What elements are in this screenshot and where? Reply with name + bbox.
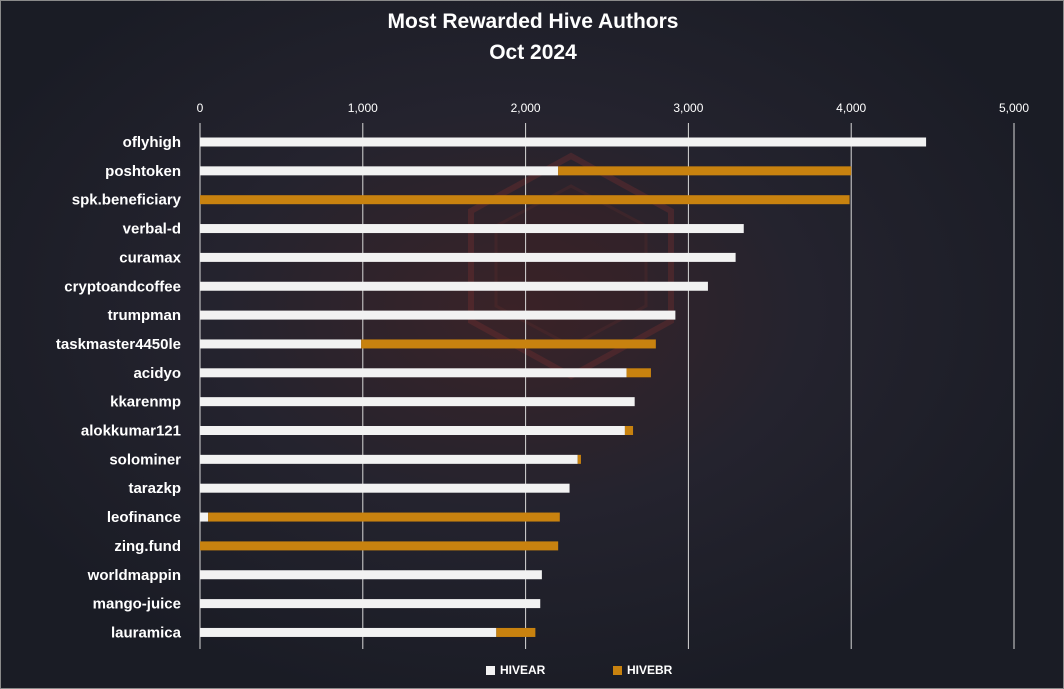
bar-hivear	[200, 454, 578, 464]
category-label: kkarenmp	[110, 394, 181, 411]
x-tick-label: 5,000	[999, 101, 1029, 115]
bar-hivear	[200, 224, 744, 234]
bar-chart: 0 1,000 2,000 3,000 4,000 5,000 oflyhigh poshto…	[56, 101, 1029, 649]
category-label: tarazkp	[128, 480, 181, 497]
x-tick-label: 4,000	[836, 101, 866, 115]
x-tick-label: 0	[197, 101, 204, 115]
category-label: lauramica	[111, 624, 182, 641]
category-label: worldmappin	[87, 567, 181, 584]
bar-hivebr	[208, 512, 560, 522]
legend-label-hivear: HIVEAR	[500, 663, 546, 677]
category-label: alokkumar121	[81, 423, 181, 440]
bar-hivear	[200, 483, 570, 493]
category-label: cryptoandcoffee	[64, 278, 181, 295]
bar-hivear	[200, 137, 927, 147]
bar-hivear	[200, 281, 708, 291]
category-label: solominer	[109, 451, 181, 468]
bar-hivear	[200, 627, 497, 637]
chart-title: Most Rewarded Hive Authors	[387, 10, 679, 33]
category-label: leofinance	[107, 509, 181, 526]
bar-hivebr	[626, 368, 651, 378]
bar-hivear	[200, 252, 736, 262]
category-label: zing.fund	[114, 538, 181, 555]
category-label: trumpman	[108, 307, 181, 324]
bar-hivebr	[577, 454, 581, 464]
x-tick-label: 2,000	[511, 101, 541, 115]
x-tick-label: 1,000	[348, 101, 378, 115]
bar-hivear	[200, 339, 362, 349]
category-label: spk.beneficiary	[72, 192, 182, 209]
x-tick-label: 3,000	[673, 101, 703, 115]
bar-hivebr	[496, 627, 536, 637]
category-label: mango-juice	[93, 596, 181, 613]
legend-swatch-hivebr	[613, 665, 622, 675]
category-label: curamax	[119, 249, 181, 266]
category-label: poshtoken	[105, 163, 181, 180]
legend-item-hivear: HIVEAR	[486, 663, 545, 677]
legend: HIVEAR HIVEBR	[1, 663, 1063, 683]
chart-subtitle: Oct 2024	[489, 41, 577, 64]
bar-hivebr	[200, 195, 850, 205]
legend-item-hivebr: HIVEBR	[613, 663, 672, 677]
category-label: verbal-d	[123, 221, 181, 238]
category-label: acidyo	[133, 365, 181, 382]
bar-hivebr	[624, 426, 634, 435]
bar-hivebr	[200, 541, 559, 551]
bar-hivebr	[558, 166, 852, 176]
bar-hivear	[200, 166, 559, 176]
category-label: taskmaster4450le	[56, 336, 181, 353]
bar-hivear	[200, 570, 542, 580]
bar-hivear	[200, 512, 209, 522]
bar-hivear	[200, 368, 627, 378]
legend-label-hivebr: HIVEBR	[627, 663, 673, 677]
bar-hivear	[200, 397, 635, 407]
category-label: oflyhigh	[123, 134, 181, 151]
legend-swatch-hivear	[486, 665, 495, 675]
bar-hivear	[200, 599, 541, 609]
bar-hivear	[200, 426, 625, 435]
bar-hivebr	[361, 339, 656, 349]
bar-hivear	[200, 310, 676, 320]
